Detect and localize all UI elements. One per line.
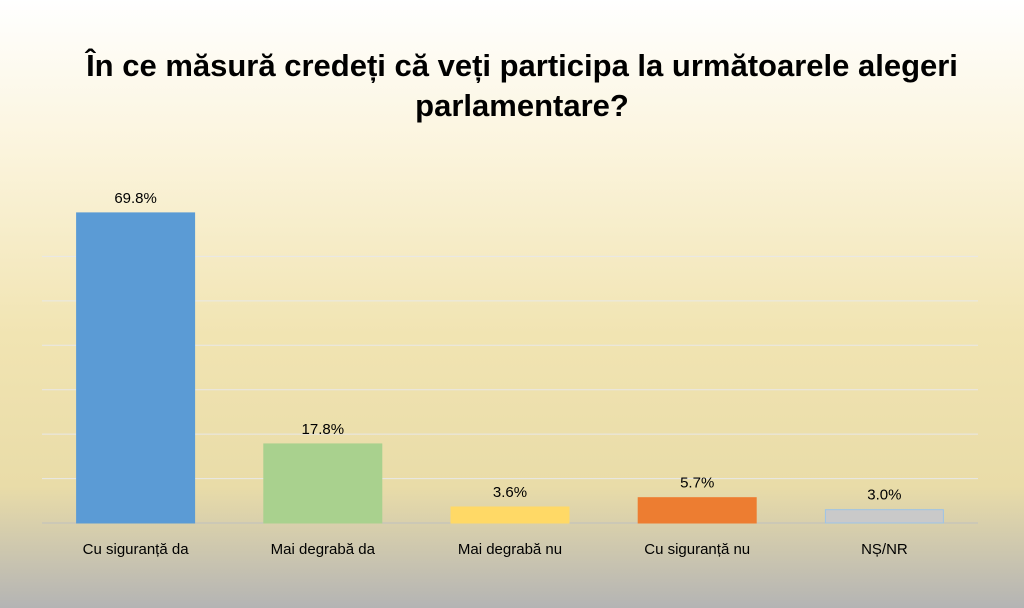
x-tick-label: Cu siguranță da <box>83 541 190 558</box>
x-tick-label: Mai degrabă da <box>271 541 376 558</box>
value-label: 17.8% <box>302 421 345 438</box>
x-tick-label: Mai degrabă nu <box>458 541 562 558</box>
chart-title: În ce măsură credeți că veți participa l… <box>86 48 958 123</box>
value-label: 3.6% <box>493 484 527 501</box>
bar <box>824 509 944 524</box>
bar <box>450 506 570 524</box>
bar <box>637 497 757 524</box>
value-label: 5.7% <box>680 475 714 492</box>
x-tick-label: NȘ/NR <box>861 541 908 558</box>
bar <box>76 212 196 524</box>
value-label: 69.8% <box>114 190 157 207</box>
bar <box>263 443 383 524</box>
x-tick-label: Cu siguranță nu <box>644 541 750 558</box>
value-label: 3.0% <box>867 487 901 504</box>
